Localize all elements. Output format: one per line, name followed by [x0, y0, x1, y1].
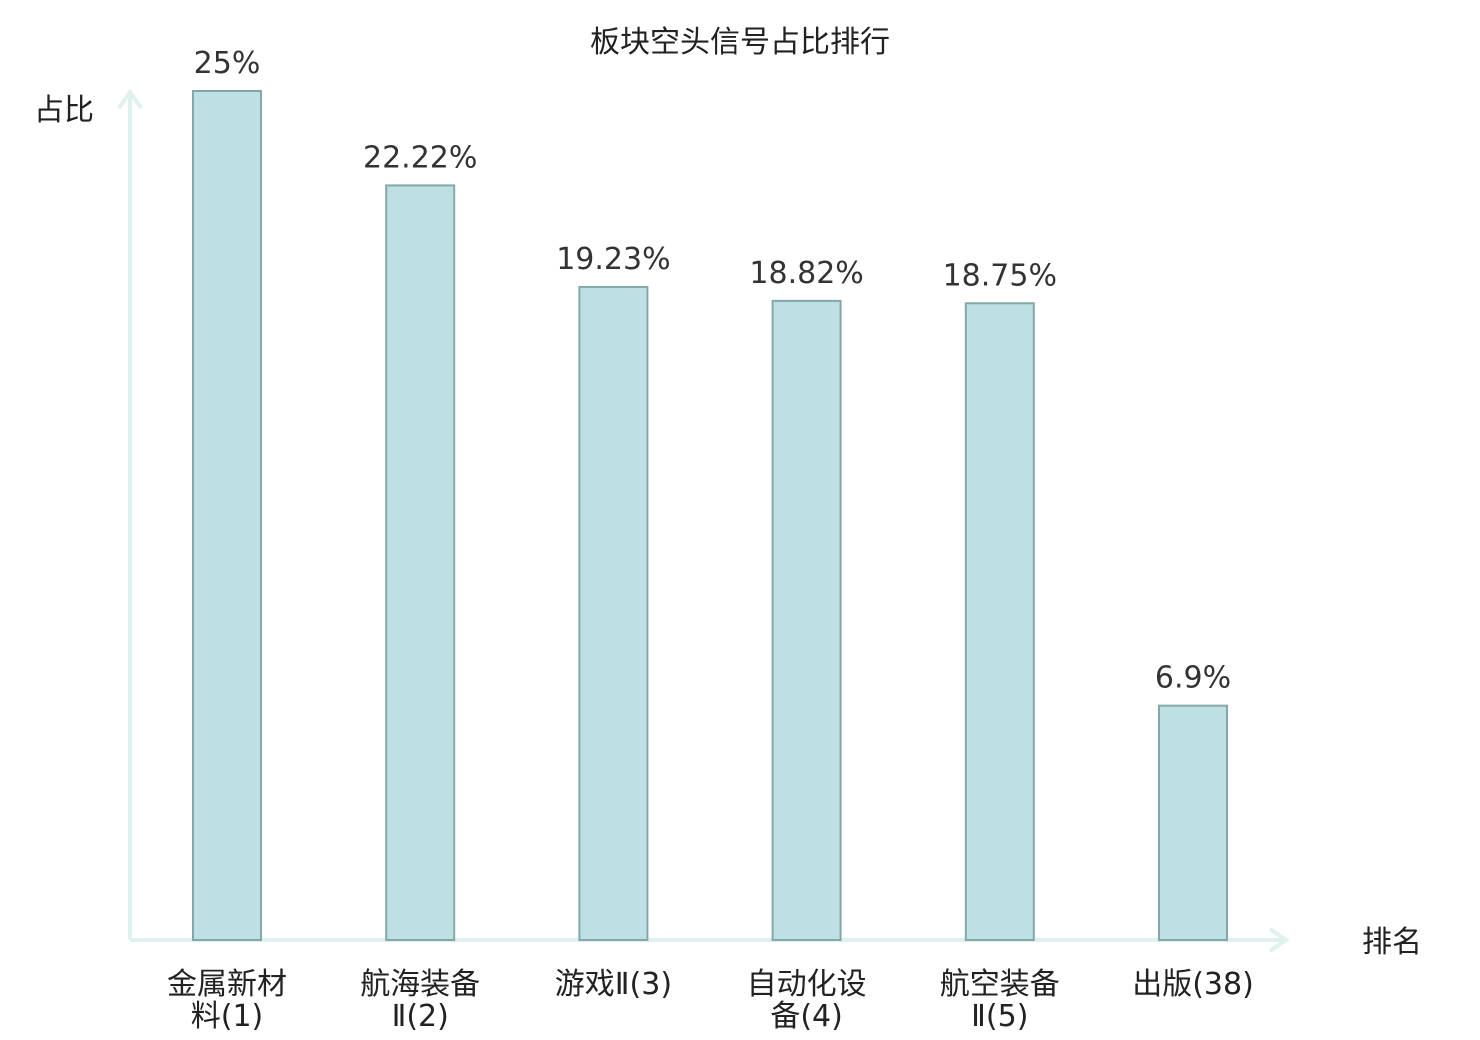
category-label: 航海装备 [360, 967, 480, 1002]
category-label: 金属新材 [167, 967, 287, 1002]
bar [964, 302, 1035, 941]
y-axis [117, 88, 143, 940]
category-label: 航空装备 [940, 967, 1060, 1002]
bar [385, 184, 456, 941]
category-label: Ⅱ(2) [392, 999, 449, 1034]
bar [578, 285, 649, 941]
category-label: Ⅱ(5) [971, 999, 1028, 1034]
category-label: 备(4) [770, 999, 843, 1034]
x-axis [130, 927, 1290, 953]
value-label: 18.75% [943, 258, 1057, 293]
category-label: 料(1) [191, 999, 264, 1034]
value-labels-group: 25% 22.22% 19.23% 18.82% 18.75% 6.9% [194, 46, 1231, 696]
bars-group [192, 90, 1228, 942]
category-label: 出版(38) [1132, 967, 1254, 1002]
x-axis-arrow [1268, 927, 1290, 953]
category-label: 自动化设 [747, 967, 867, 1002]
value-label: 18.82% [749, 256, 863, 291]
bar [1158, 704, 1228, 942]
value-label: 22.22% [363, 140, 477, 175]
value-label: 19.23% [556, 242, 670, 277]
value-label: 25% [194, 46, 261, 81]
y-axis-arrow [117, 88, 143, 110]
bar [192, 90, 262, 941]
bar [771, 299, 842, 941]
value-label: 6.9% [1155, 661, 1231, 696]
chart-title: 板块空头信号占比排行 [590, 25, 890, 60]
category-label: 游戏Ⅱ(3) [555, 967, 672, 1002]
x-axis-label: 排名 [1362, 925, 1422, 960]
y-axis-label: 占比 [34, 93, 94, 128]
